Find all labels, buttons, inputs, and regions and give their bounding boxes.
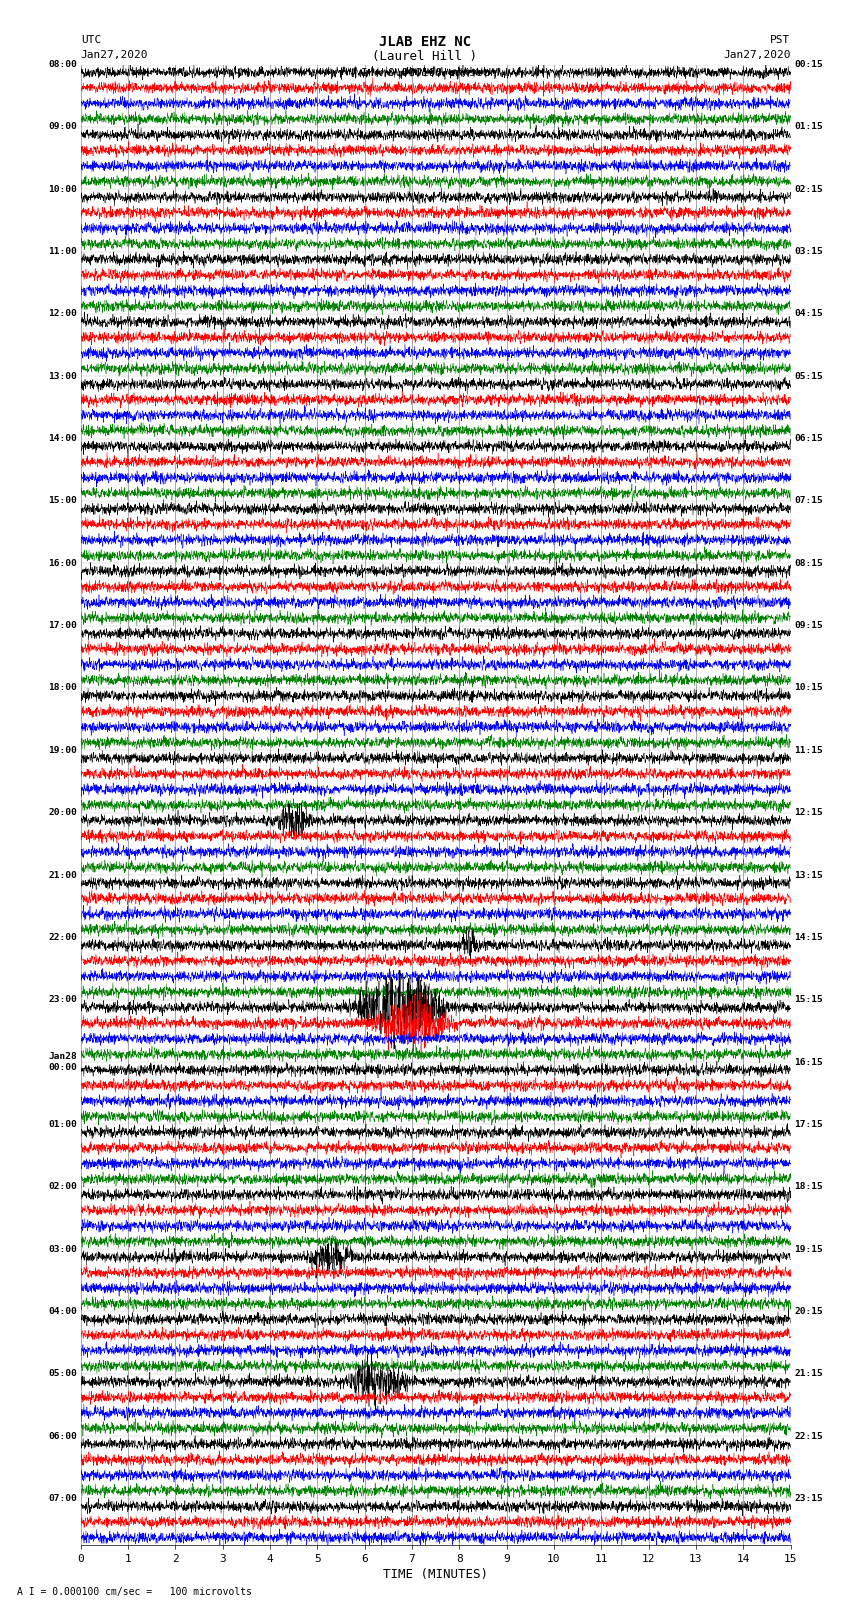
Text: 16:15: 16:15 (794, 1058, 823, 1066)
Text: 21:00: 21:00 (48, 871, 77, 879)
Text: 18:15: 18:15 (794, 1182, 823, 1192)
Text: 23:00: 23:00 (48, 995, 77, 1005)
Text: UTC: UTC (81, 35, 101, 45)
Text: 09:15: 09:15 (794, 621, 823, 631)
Text: 12:15: 12:15 (794, 808, 823, 818)
Text: 11:00: 11:00 (48, 247, 77, 256)
Text: 08:15: 08:15 (794, 558, 823, 568)
Text: 16:00: 16:00 (48, 558, 77, 568)
Text: Jan27,2020: Jan27,2020 (723, 50, 791, 60)
Text: 17:00: 17:00 (48, 621, 77, 631)
Text: 07:00: 07:00 (48, 1494, 77, 1503)
Text: 20:00: 20:00 (48, 808, 77, 818)
Text: 18:00: 18:00 (48, 684, 77, 692)
Text: 17:15: 17:15 (794, 1119, 823, 1129)
Text: 23:15: 23:15 (794, 1494, 823, 1503)
Text: PST: PST (770, 35, 790, 45)
Text: A I = 0.000100 cm/sec =   100 microvolts: A I = 0.000100 cm/sec = 100 microvolts (17, 1587, 252, 1597)
Text: 02:00: 02:00 (48, 1182, 77, 1192)
Text: 10:00: 10:00 (48, 185, 77, 194)
Text: 06:15: 06:15 (794, 434, 823, 444)
Text: 15:00: 15:00 (48, 497, 77, 505)
Text: 05:00: 05:00 (48, 1369, 77, 1378)
Text: 04:15: 04:15 (794, 310, 823, 318)
Text: 20:15: 20:15 (794, 1307, 823, 1316)
Text: 02:15: 02:15 (794, 185, 823, 194)
Text: 15:15: 15:15 (794, 995, 823, 1005)
Text: 04:00: 04:00 (48, 1307, 77, 1316)
Text: (Laurel Hill ): (Laurel Hill ) (372, 50, 478, 63)
Text: 14:00: 14:00 (48, 434, 77, 444)
Text: Jan27,2020: Jan27,2020 (81, 50, 148, 60)
Text: 10:15: 10:15 (794, 684, 823, 692)
Text: 19:00: 19:00 (48, 745, 77, 755)
Text: I = 0.000100 cm/sec: I = 0.000100 cm/sec (361, 68, 489, 77)
Text: 13:00: 13:00 (48, 371, 77, 381)
Text: 07:15: 07:15 (794, 497, 823, 505)
Text: 22:00: 22:00 (48, 932, 77, 942)
Text: 00:15: 00:15 (794, 60, 823, 69)
Text: JLAB EHZ NC: JLAB EHZ NC (379, 35, 471, 50)
Text: 13:15: 13:15 (794, 871, 823, 879)
X-axis label: TIME (MINUTES): TIME (MINUTES) (383, 1568, 488, 1581)
Text: 05:15: 05:15 (794, 371, 823, 381)
Text: 21:15: 21:15 (794, 1369, 823, 1378)
Text: 01:00: 01:00 (48, 1119, 77, 1129)
Text: 09:00: 09:00 (48, 123, 77, 131)
Text: 14:15: 14:15 (794, 932, 823, 942)
Text: 08:00: 08:00 (48, 60, 77, 69)
Text: 06:00: 06:00 (48, 1432, 77, 1440)
Text: 22:15: 22:15 (794, 1432, 823, 1440)
Text: 03:15: 03:15 (794, 247, 823, 256)
Text: 19:15: 19:15 (794, 1245, 823, 1253)
Text: 01:15: 01:15 (794, 123, 823, 131)
Text: 11:15: 11:15 (794, 745, 823, 755)
Text: 03:00: 03:00 (48, 1245, 77, 1253)
Text: Jan28
00:00: Jan28 00:00 (48, 1052, 77, 1071)
Text: 12:00: 12:00 (48, 310, 77, 318)
